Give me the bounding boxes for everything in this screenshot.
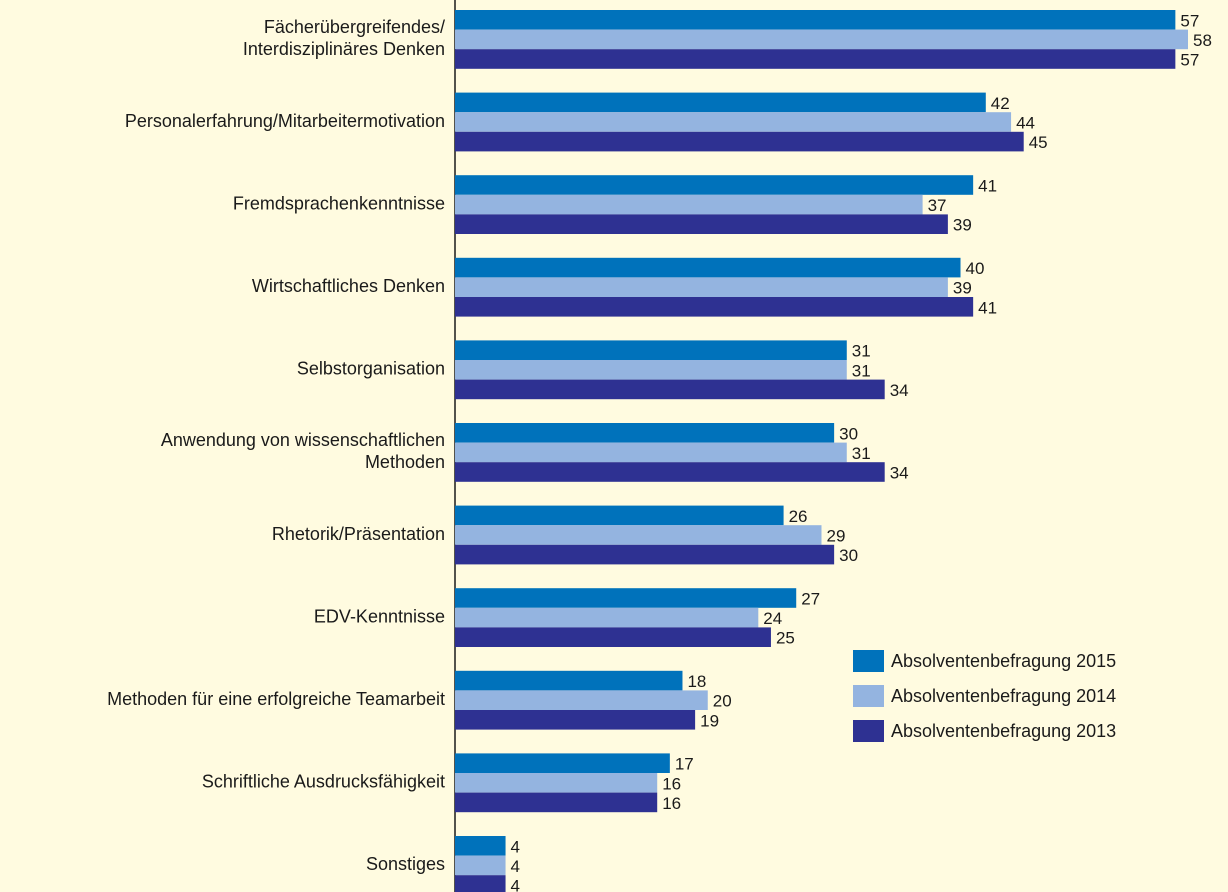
value-label: 19 [700, 711, 719, 730]
value-label: 44 [1016, 113, 1035, 132]
category-label: Sonstiges [366, 854, 445, 874]
value-label: 20 [713, 692, 732, 711]
value-label: 57 [1180, 11, 1199, 30]
bar [455, 277, 948, 297]
bar [455, 773, 658, 793]
category-label: Personalerfahrung/Mitarbeitermotivation [125, 111, 445, 131]
bar [455, 836, 506, 856]
bar [455, 588, 797, 608]
category-label: Rhetorik/Präsentation [272, 524, 445, 544]
category-label: Selbstorganisation [297, 359, 445, 379]
bar [455, 112, 1012, 132]
bar [455, 379, 885, 400]
value-label: 39 [953, 216, 972, 235]
bar [455, 525, 822, 545]
value-label: 4 [511, 837, 520, 856]
bar [455, 462, 885, 482]
bar [455, 505, 784, 526]
value-label: 4 [511, 876, 520, 892]
value-label: 26 [789, 507, 808, 526]
legend-label: Absolventenbefragung 2015 [891, 651, 1116, 671]
bar [455, 49, 1176, 69]
bar [455, 340, 847, 360]
bar [455, 131, 1024, 152]
value-label: 17 [675, 755, 694, 774]
value-label: 24 [763, 609, 782, 628]
value-label: 41 [978, 176, 997, 195]
bar [455, 442, 847, 463]
value-label: 58 [1193, 31, 1212, 50]
bar [455, 257, 961, 278]
bar [455, 710, 696, 730]
bar [455, 423, 835, 443]
bar [455, 753, 670, 773]
legend-swatch [853, 650, 884, 672]
bar [455, 544, 835, 565]
value-label: 29 [827, 526, 846, 545]
category-label: Methoden [365, 452, 445, 472]
value-label: 25 [776, 629, 795, 648]
value-label: 40 [966, 259, 985, 278]
bar [455, 792, 658, 813]
value-label: 42 [991, 94, 1010, 113]
bar [455, 607, 759, 628]
value-label: 16 [662, 774, 681, 793]
bar [455, 194, 923, 215]
bar [455, 670, 683, 691]
bar [455, 214, 948, 234]
bar [455, 875, 506, 892]
value-label: 31 [852, 444, 871, 463]
value-label: 34 [890, 381, 909, 400]
bar [455, 297, 974, 317]
value-label: 16 [662, 794, 681, 813]
category-label: Interdisziplinäres Denken [243, 39, 445, 59]
legend-swatch [853, 720, 884, 742]
bar [455, 29, 1188, 50]
value-label: 45 [1029, 133, 1048, 152]
value-label: 27 [801, 589, 820, 608]
category-label: EDV-Kenntnisse [314, 606, 445, 626]
value-label: 37 [928, 196, 947, 215]
value-label: 34 [890, 463, 909, 482]
value-label: 31 [852, 361, 871, 380]
value-label: 31 [852, 342, 871, 361]
value-label: 57 [1180, 50, 1199, 69]
category-label: Methoden für eine erfolgreiche Teamarbei… [107, 689, 445, 709]
category-label: Schriftliche Ausdrucksfähigkeit [202, 772, 445, 792]
category-label: Anwendung von wissenschaftlichen [161, 430, 445, 450]
value-label: 30 [839, 424, 858, 443]
value-label: 41 [978, 298, 997, 317]
bar [455, 92, 986, 113]
bar [455, 855, 506, 876]
legend-label: Absolventenbefragung 2013 [891, 721, 1116, 741]
value-label: 18 [687, 672, 706, 691]
bar [455, 360, 847, 380]
legend-label: Absolventenbefragung 2014 [891, 686, 1116, 706]
category-label: Fächerübergreifendes/ [264, 17, 445, 37]
legend-swatch [853, 685, 884, 707]
bar [455, 175, 974, 195]
bar [455, 690, 708, 710]
bar [455, 627, 771, 647]
value-label: 30 [839, 546, 858, 565]
value-label: 39 [953, 279, 972, 298]
category-label: Wirtschaftliches Denken [252, 276, 445, 296]
bar [455, 10, 1176, 30]
value-label: 4 [511, 857, 520, 876]
category-label: Fremdsprachenkenntnisse [233, 193, 445, 213]
